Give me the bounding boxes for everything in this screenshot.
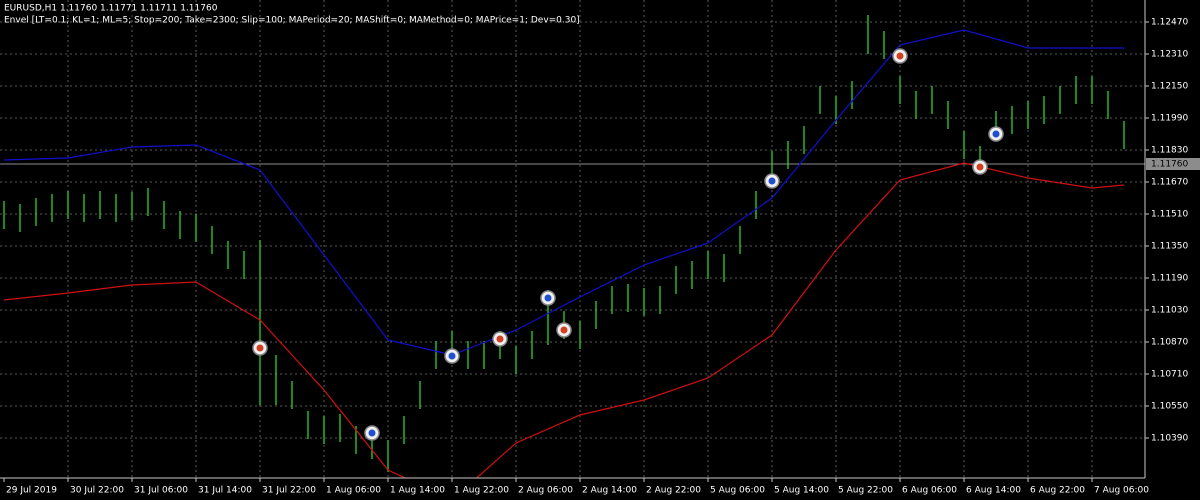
x-tick-label: 5 Aug 06:00 <box>710 486 765 496</box>
signal-dot <box>256 344 264 352</box>
x-tick-label: 5 Aug 22:00 <box>838 486 893 496</box>
signal-marker <box>252 340 268 356</box>
signal-dot <box>496 335 504 343</box>
y-tick-label: 1.11830 <box>1151 146 1188 156</box>
signal-marker <box>364 425 380 441</box>
x-tick-label: 29 Jul 2019 <box>6 486 57 496</box>
x-tick-label: 31 Jul 22:00 <box>262 486 316 496</box>
y-tick-label: 1.11990 <box>1151 114 1188 124</box>
current-price-label: 1.11760 <box>1151 160 1188 170</box>
signal-marker <box>988 126 1004 142</box>
signal-dot <box>544 294 552 302</box>
y-tick-label: 1.11350 <box>1151 242 1188 252</box>
y-tick-label: 1.11190 <box>1151 274 1188 284</box>
signal-dot <box>976 163 984 171</box>
signal-dot <box>896 52 904 60</box>
x-tick-label: 31 Jul 06:00 <box>134 486 188 496</box>
signal-marker <box>444 348 460 364</box>
chart-subtitle: Envel [LT=0.1; KL=1; ML=5; Stop=200; Tak… <box>4 16 580 26</box>
signal-dot <box>992 130 1000 138</box>
signal-marker <box>540 290 556 306</box>
x-tick-label: 2 Aug 22:00 <box>646 486 701 496</box>
y-tick-label: 1.11510 <box>1151 210 1188 220</box>
signal-marker <box>892 48 908 64</box>
y-tick-label: 1.10390 <box>1151 434 1188 444</box>
y-tick-label: 1.11670 <box>1151 178 1188 188</box>
envelope-line <box>3 29 1124 356</box>
signal-marker <box>556 322 572 338</box>
x-tick-label: 1 Aug 06:00 <box>326 486 381 496</box>
y-tick-label: 1.10870 <box>1151 338 1188 348</box>
signal-dot <box>768 177 776 185</box>
x-tick-label: 2 Aug 06:00 <box>518 486 573 496</box>
signal-marker <box>764 173 780 189</box>
signal-marker <box>972 159 988 175</box>
x-tick-label: 1 Aug 14:00 <box>390 486 445 496</box>
y-tick-label: 1.12150 <box>1151 82 1188 92</box>
signal-dot <box>368 429 376 437</box>
y-tick-label: 1.12470 <box>1151 18 1188 28</box>
x-tick-label: 6 Aug 22:00 <box>1030 486 1085 496</box>
x-tick-label: 2 Aug 14:00 <box>582 486 637 496</box>
signal-marker <box>492 331 508 347</box>
x-tick-label: 5 Aug 14:00 <box>774 486 829 496</box>
y-tick-label: 1.10550 <box>1151 402 1188 412</box>
y-tick-label: 1.10710 <box>1151 370 1188 380</box>
envelope-line <box>3 162 1125 478</box>
grid <box>0 0 1145 478</box>
x-tick-label: 6 Aug 14:00 <box>966 486 1021 496</box>
x-tick-label: 6 Aug 06:00 <box>902 486 957 496</box>
x-tick-label: 31 Jul 14:00 <box>198 486 252 496</box>
chart-title: EURUSD,H1 1.11760 1.11771 1.11711 1.1176… <box>4 4 218 14</box>
x-tick-label: 1 Aug 22:00 <box>454 486 509 496</box>
y-tick-label: 1.12310 <box>1151 50 1188 60</box>
signal-dot <box>560 326 568 334</box>
signal-dot <box>448 352 456 360</box>
x-tick-label: 7 Aug 06:00 <box>1094 486 1149 496</box>
x-tick-label: 30 Jul 22:00 <box>70 486 124 496</box>
current-price-box <box>1146 158 1200 170</box>
y-tick-label: 1.11030 <box>1151 306 1188 316</box>
plot-area <box>0 15 1145 478</box>
